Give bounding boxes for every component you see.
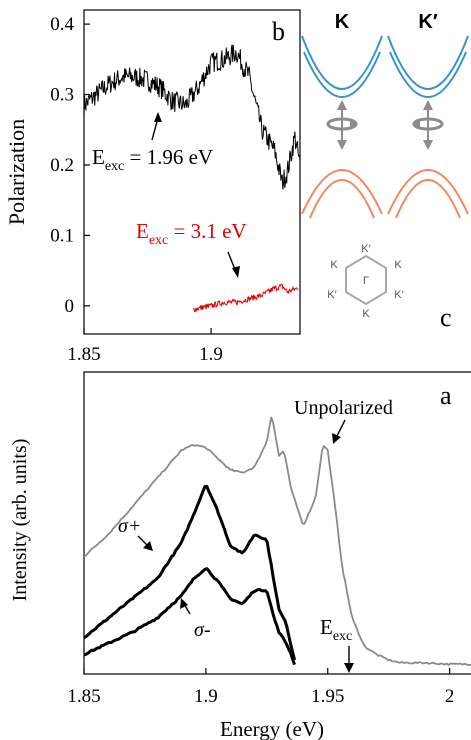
conduction-band-k [301, 35, 383, 98]
bz-vertex-label: K′ [327, 289, 336, 301]
series-line-sigma-minus [83, 567, 297, 666]
panel-b: 0 0.1 0.2 0.3 0.4 1.85 1.9 Polarization b Eex… [4, 9, 301, 365]
valence-band-k [301, 169, 383, 219]
series-line-exc-196 [83, 44, 301, 190]
series-line-exc-31 [192, 283, 298, 313]
brillouin-zone-hexagon: Γ K′ K K′ K K′ K [327, 243, 403, 320]
valley-kprime-label: K′ [418, 11, 437, 33]
arrowhead-unpolarized [332, 433, 341, 444]
panel-a-letter: a [440, 381, 452, 410]
label-unpolarized: Unpolarized [294, 397, 393, 419]
panel-b-yticks: 0 0.1 0.2 0.3 0.4 [50, 14, 90, 317]
panel-b-label-196: Eexc = 1.96 eV [92, 145, 213, 174]
bz-vertex-label: K [330, 259, 338, 271]
panel-c: K K′ [301, 11, 469, 332]
transition-arrow-kprime [412, 100, 444, 150]
panel-b-xtick-label: 1.9 [199, 344, 223, 365]
panel-a-xticks: 1.85 1.9 1.95 2 [67, 668, 454, 707]
transition-arrow-k [326, 100, 358, 150]
panel-c-letter: c [440, 303, 452, 332]
arrow-sigma-plus [137, 535, 149, 547]
panel-b-xticks: 1.85 1.9 [67, 328, 223, 365]
arrowhead-sigma-minus [180, 598, 188, 609]
conduction-band-kprime [387, 35, 469, 98]
panel-a-xlabel: Energy (eV) [220, 717, 324, 740]
label-eexc: Eexc [320, 615, 352, 644]
label-sigma-plus: σ+ [118, 515, 141, 537]
bz-gamma-label: Γ [363, 275, 369, 287]
panel-b-letter: b [272, 17, 285, 46]
panel-a: 1.85 1.9 1.95 2 Intensity (arb. units) Ener… [9, 371, 471, 740]
panel-a-xtick-label: 2 [445, 686, 455, 707]
panel-a-ylabel: Intensity (arb. units) [9, 439, 31, 602]
bz-vertex-label: K [394, 259, 402, 271]
bz-vertex-label: K′ [361, 243, 370, 255]
panel-a-xtick-label: 1.9 [194, 686, 218, 707]
bz-vertex-label: K′ [394, 289, 403, 301]
valley-k-label: K [335, 11, 350, 33]
panel-b-ylabel: Polarization [4, 119, 29, 225]
panel-a-series [83, 416, 471, 666]
panel-b-ytick-label: 0 [65, 296, 75, 317]
panel-b-ytick-label: 0.4 [50, 14, 74, 35]
panel-b-arrowhead-31 [232, 266, 240, 278]
series-line-sigma-plus [83, 484, 297, 661]
panel-b-ytick-label: 0.1 [50, 225, 74, 246]
arrow-unpolarized [335, 419, 346, 439]
panel-a-xtick-label: 1.95 [311, 686, 344, 707]
panel-b-ytick-label: 0.3 [50, 85, 74, 106]
arrowhead-sigma-plus [143, 541, 153, 551]
panel-b-xtick-label: 1.85 [67, 344, 100, 365]
valence-band-kprime [387, 169, 469, 219]
panel-b-ytick-label: 0.2 [50, 155, 74, 176]
panel-b-arrowhead-196 [154, 112, 162, 122]
panel-a-xtick-label: 1.85 [67, 686, 100, 707]
panel-a-frame [83, 371, 471, 675]
panel-b-series [83, 44, 301, 313]
panel-b-label-31: Eexc = 3.1 eV [136, 219, 247, 248]
series-line-unpolarized [83, 416, 471, 666]
label-sigma-minus: σ- [194, 619, 211, 641]
arrowhead-eexc [344, 663, 354, 673]
bz-vertex-label: K [362, 308, 370, 320]
panel-b-frame [83, 9, 301, 335]
